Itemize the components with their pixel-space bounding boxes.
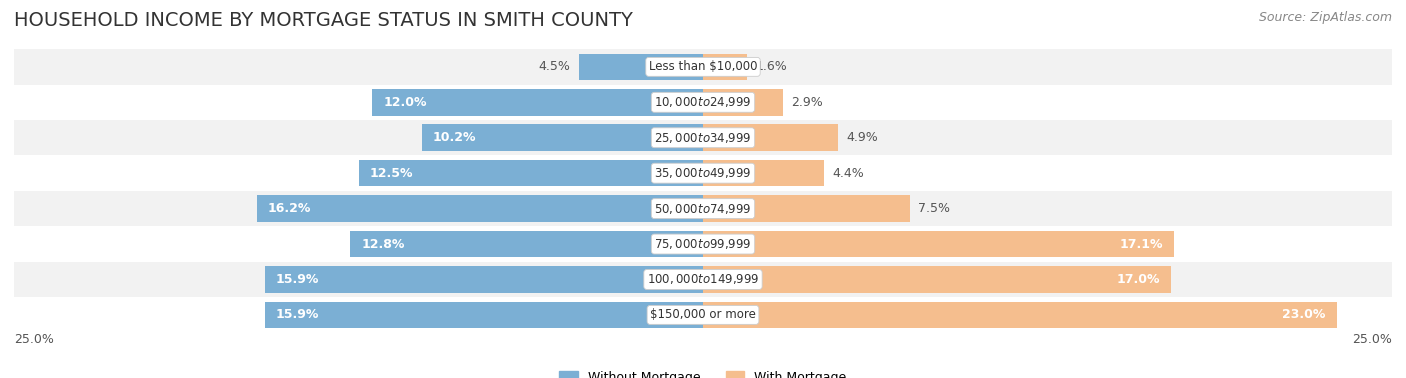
Bar [703, 89, 783, 116]
Text: 17.0%: 17.0% [1116, 273, 1160, 286]
Text: 25.0%: 25.0% [14, 333, 53, 345]
Text: 12.5%: 12.5% [370, 167, 413, 180]
Text: 4.5%: 4.5% [538, 60, 571, 73]
Bar [14, 120, 1392, 155]
Text: $100,000 to $149,999: $100,000 to $149,999 [647, 273, 759, 287]
Bar [264, 266, 703, 293]
Text: 25.0%: 25.0% [1353, 333, 1392, 345]
Text: 12.8%: 12.8% [361, 237, 405, 251]
Text: 16.2%: 16.2% [267, 202, 311, 215]
Text: $75,000 to $99,999: $75,000 to $99,999 [654, 237, 752, 251]
Text: HOUSEHOLD INCOME BY MORTGAGE STATUS IN SMITH COUNTY: HOUSEHOLD INCOME BY MORTGAGE STATUS IN S… [14, 11, 633, 30]
Text: 17.1%: 17.1% [1119, 237, 1163, 251]
Text: $150,000 or more: $150,000 or more [650, 308, 756, 321]
Bar [703, 266, 1171, 293]
Text: 1.6%: 1.6% [755, 60, 787, 73]
Text: 4.4%: 4.4% [832, 167, 865, 180]
Text: 2.9%: 2.9% [792, 96, 823, 109]
Text: 15.9%: 15.9% [276, 273, 319, 286]
Text: $25,000 to $34,999: $25,000 to $34,999 [654, 131, 752, 145]
Legend: Without Mortgage, With Mortgage: Without Mortgage, With Mortgage [554, 366, 852, 378]
Bar [579, 54, 703, 80]
Bar [703, 302, 1337, 328]
Text: 12.0%: 12.0% [384, 96, 427, 109]
Text: 23.0%: 23.0% [1282, 308, 1326, 321]
Bar [14, 262, 1392, 297]
Text: $50,000 to $74,999: $50,000 to $74,999 [654, 201, 752, 215]
Text: Source: ZipAtlas.com: Source: ZipAtlas.com [1258, 11, 1392, 24]
Bar [14, 155, 1392, 191]
Text: 10.2%: 10.2% [433, 131, 477, 144]
Text: $10,000 to $24,999: $10,000 to $24,999 [654, 95, 752, 109]
Bar [703, 195, 910, 222]
Bar [703, 231, 1174, 257]
Bar [14, 191, 1392, 226]
Bar [703, 160, 824, 186]
Bar [14, 226, 1392, 262]
Bar [14, 49, 1392, 85]
Text: Less than $10,000: Less than $10,000 [648, 60, 758, 73]
Bar [703, 124, 838, 151]
Bar [264, 302, 703, 328]
Bar [359, 160, 703, 186]
Bar [14, 297, 1392, 333]
Text: $35,000 to $49,999: $35,000 to $49,999 [654, 166, 752, 180]
Bar [350, 231, 703, 257]
Text: 15.9%: 15.9% [276, 308, 319, 321]
Bar [703, 54, 747, 80]
Bar [422, 124, 703, 151]
Bar [14, 85, 1392, 120]
Text: 4.9%: 4.9% [846, 131, 879, 144]
Bar [373, 89, 703, 116]
Bar [256, 195, 703, 222]
Text: 7.5%: 7.5% [918, 202, 950, 215]
